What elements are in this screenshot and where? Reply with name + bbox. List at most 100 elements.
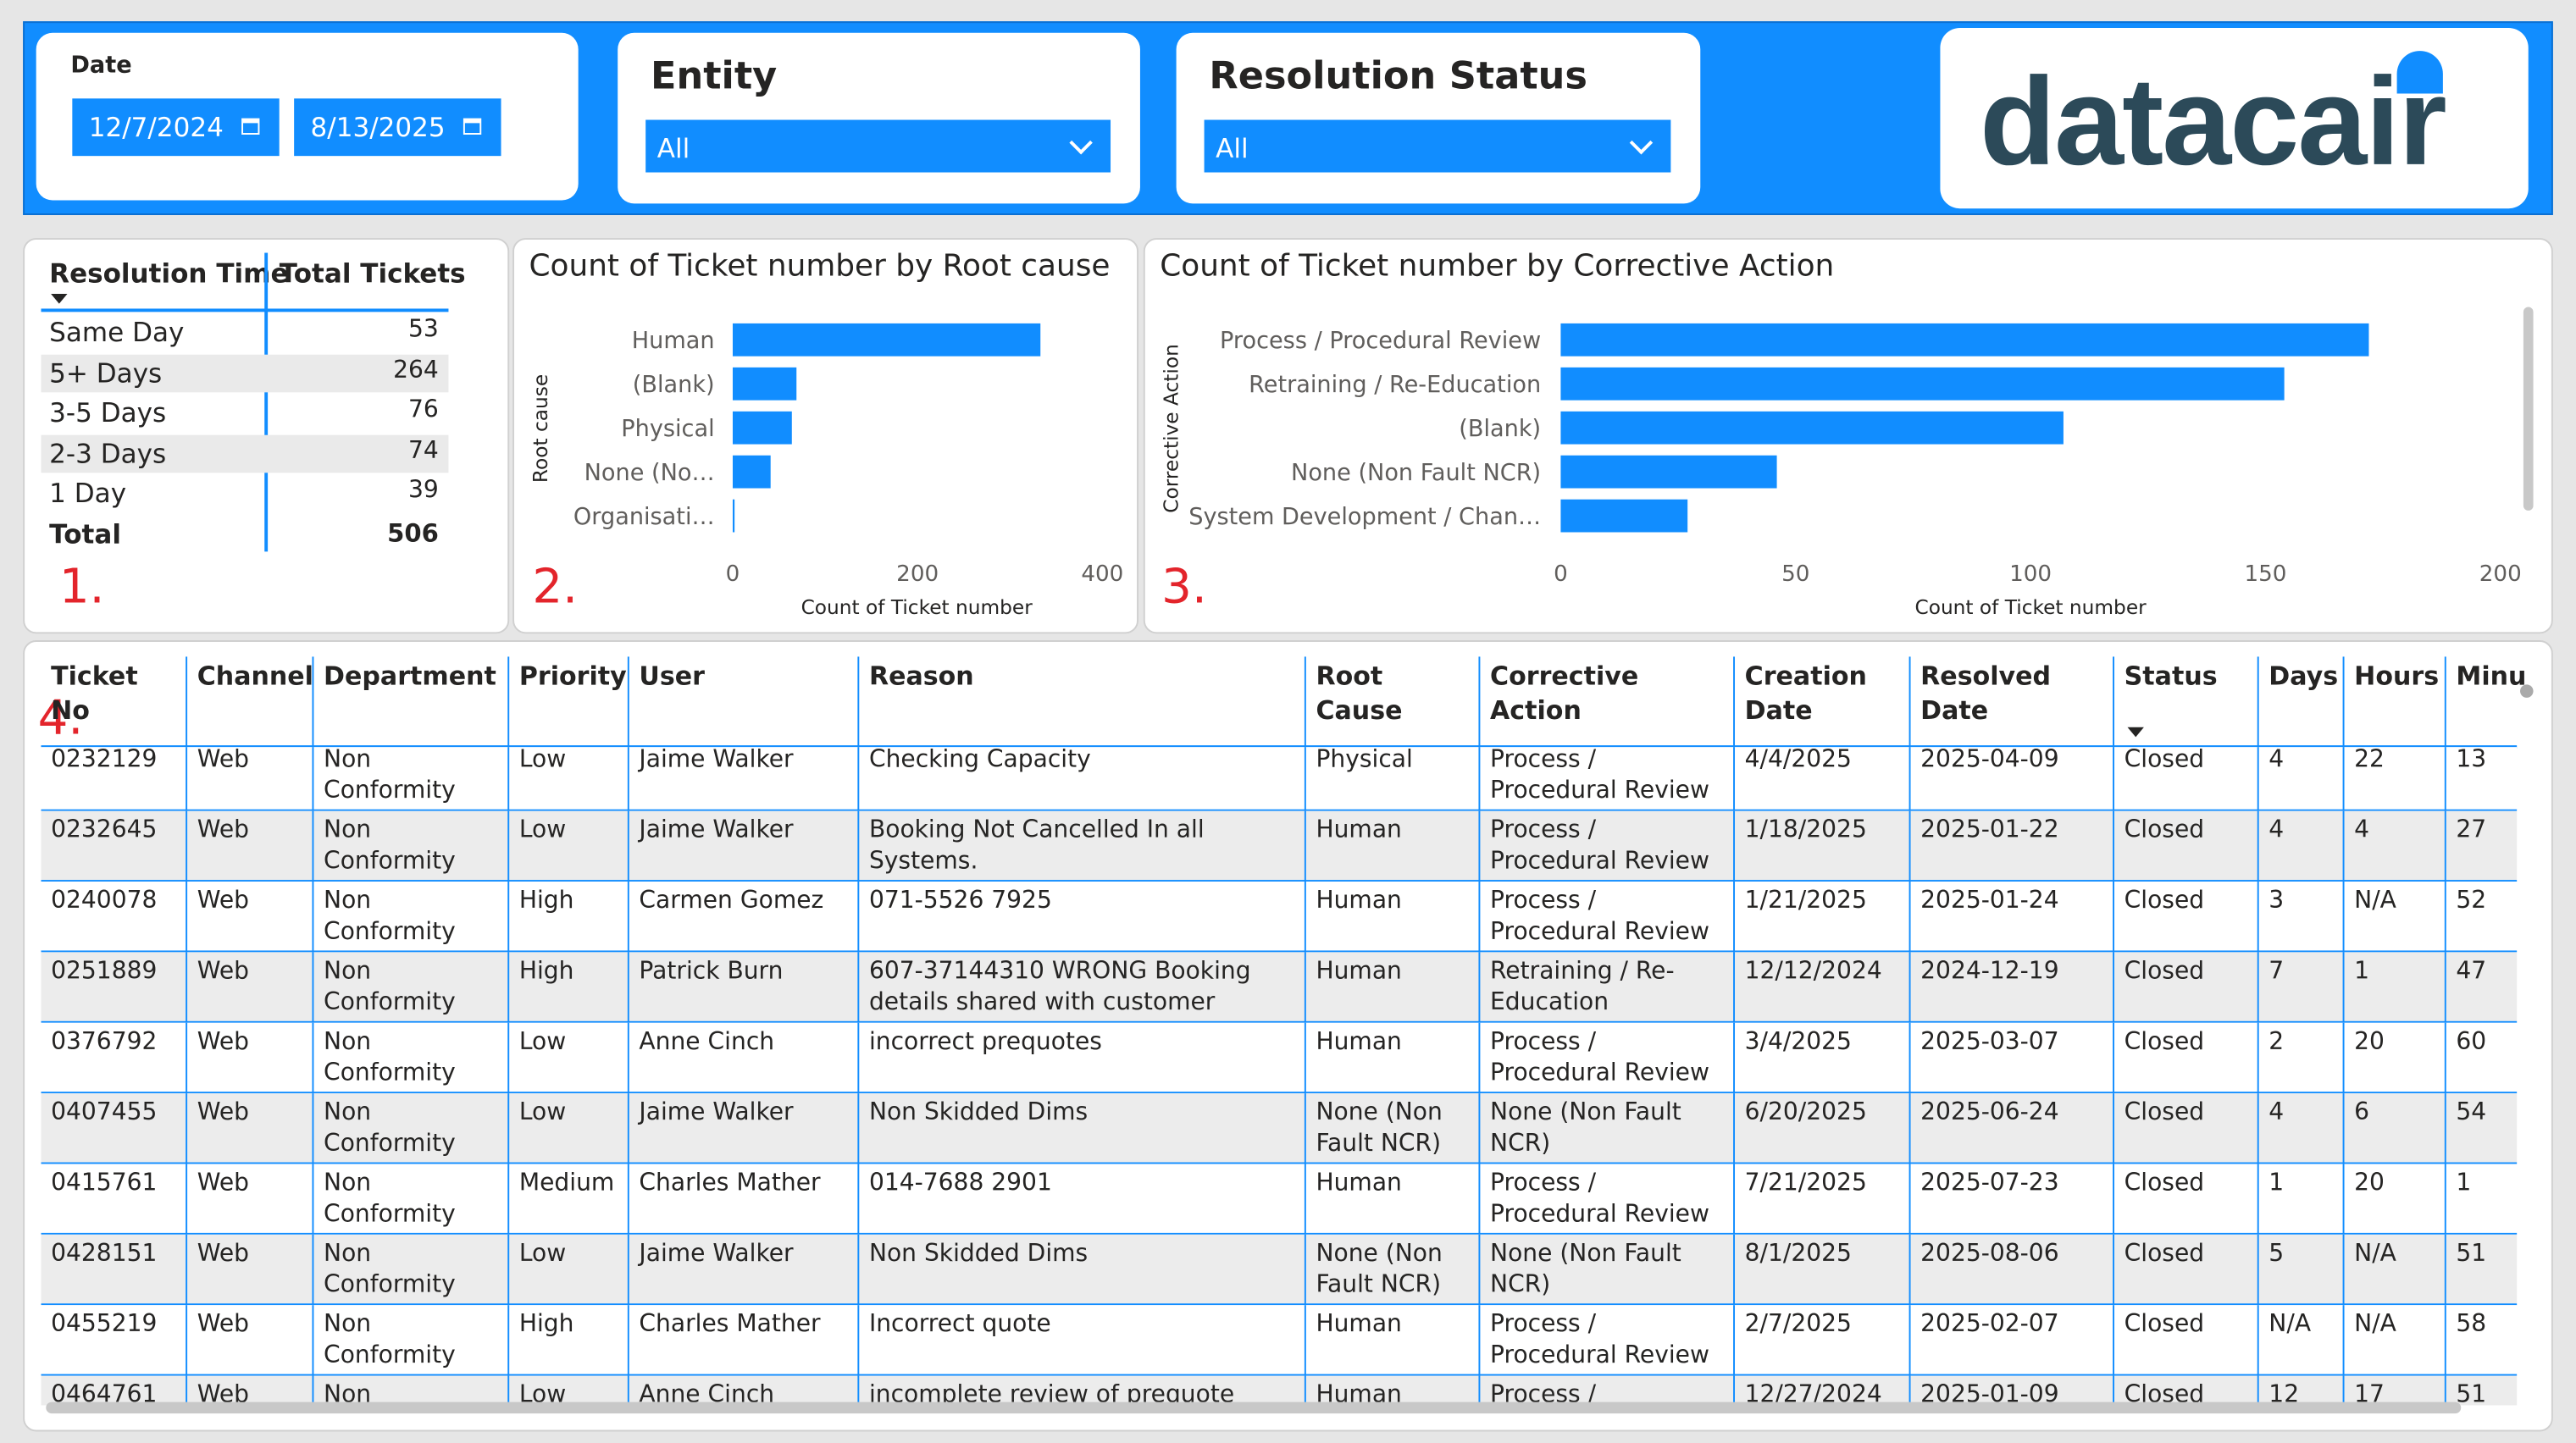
category-label: Process / Procedural Review — [1220, 328, 1541, 354]
table-cell: Low — [509, 1093, 629, 1164]
x-tick-label: 200 — [896, 561, 939, 587]
column-rule — [264, 252, 268, 552]
table-cell: Closed — [2114, 952, 2259, 1023]
table-cell: 2025-01-22 — [1911, 810, 2115, 882]
table-cell: 13 — [2446, 747, 2517, 811]
bar — [1560, 323, 2369, 357]
table-cell: Physical — [1306, 747, 1481, 811]
scrollbar — [2523, 307, 2534, 511]
table-cell: Human — [1306, 952, 1481, 1023]
table-cell: Closed — [2114, 747, 2259, 811]
table-row: 0232645 Web Non Conformity Low Jaime Walker B… — [41, 810, 2518, 882]
table-cell: 071-5526 7925 — [859, 882, 1306, 953]
table-cell: None (Non Fault NCR) — [1480, 1234, 1736, 1306]
table-cell: None (Non Fault NCR) — [1480, 1093, 1736, 1164]
table-row: 0232129 Web Non Conformity Low Jaime Walker C… — [41, 747, 2518, 811]
table-cell: 0428151 — [41, 1234, 188, 1306]
x-tick-label: 100 — [2009, 561, 2052, 587]
category-label: Retraining / Re-Education — [1249, 372, 1541, 398]
table-cell: Low — [509, 810, 629, 882]
table-cell: incorrect prequotes — [859, 1022, 1306, 1094]
table-cell: Closed — [2114, 1164, 2259, 1235]
row-label: 5+ Days — [49, 357, 163, 389]
table-cell: Non Conformity — [313, 952, 510, 1023]
x-tick-label: 150 — [2244, 561, 2286, 587]
table-cell: 6/20/2025 — [1735, 1093, 1911, 1164]
row-value: 74 — [408, 438, 439, 465]
table-cell: Process / Procedural Review — [1480, 747, 1736, 811]
table-cell: Jaime Walker — [629, 810, 860, 882]
column-header: Resolved Date — [1911, 656, 2115, 748]
logo-dot — [2396, 51, 2443, 94]
table-cell: 0415761 — [41, 1164, 188, 1235]
table-cell: High — [509, 1305, 629, 1376]
logo-box: datacair — [1940, 27, 2529, 209]
status-slicer: Resolution Status All — [1176, 32, 1701, 204]
table-cell: N/A — [2345, 1305, 2446, 1376]
column-header: Days — [2259, 656, 2345, 748]
table-cell: Human — [1306, 1305, 1481, 1376]
table-cell: Human — [1306, 1164, 1481, 1235]
table-cell: Process / Procedural Review — [1480, 1305, 1736, 1376]
horizontal-scrollbar — [46, 1402, 2462, 1414]
table-cell: Non Conformity — [313, 1375, 510, 1406]
table-cell: 2025-04-09 — [1911, 747, 2115, 811]
table-cell: 1 — [2345, 952, 2446, 1023]
total-value: 506 — [387, 518, 439, 549]
table-cell: Closed — [2114, 1022, 2259, 1094]
table-cell: Human — [1306, 1375, 1481, 1406]
table-row: 0376792 Web Non Conformity Low Anne Cinch inc… — [41, 1022, 2518, 1094]
table-cell: Web — [187, 1164, 314, 1235]
table-cell: 1/21/2025 — [1735, 882, 1911, 953]
scroll-dot — [2520, 684, 2534, 698]
table-cell: Incorrect quote — [859, 1305, 1306, 1376]
table-cell: 8/1/2025 — [1735, 1234, 1911, 1306]
column-header: Reason — [859, 656, 1306, 748]
row-value: 39 — [408, 478, 439, 505]
table-cell: Web — [187, 882, 314, 953]
table-cell: N/A — [2345, 882, 2446, 953]
category-label: (Blank) — [633, 372, 715, 398]
row-label: 2-3 Days — [49, 438, 167, 470]
table-cell: Anne Cinch — [629, 1022, 860, 1094]
date-end[interactable]: 8/13/2025 — [294, 98, 501, 157]
category-label: System Development / Chan… — [1188, 504, 1541, 530]
annotation: 1. — [58, 558, 105, 615]
bar — [1560, 411, 2064, 445]
table-row: 0455219 Web Non Conformity High Charles Math… — [41, 1305, 2518, 1376]
table-cell: 2025-07-23 — [1911, 1164, 2115, 1235]
category-label: None (No… — [584, 460, 715, 486]
column-header: Minu — [2456, 661, 2527, 692]
column-header: Channel — [187, 656, 314, 748]
column-header: Department — [313, 656, 510, 748]
table-cell: Web — [187, 1375, 314, 1406]
date-start[interactable]: 12/7/2024 — [72, 98, 280, 157]
x-tick-label: 400 — [1081, 561, 1123, 587]
table-cell: 47 — [2446, 952, 2517, 1022]
y-axis-title: Corrective Action — [1161, 344, 1183, 513]
table-cell: 52 — [2446, 882, 2517, 952]
table-cell: 3 — [2259, 882, 2345, 953]
table-cell: Patrick Burn — [629, 952, 860, 1023]
table-cell: 12/12/2024 — [1735, 952, 1911, 1023]
x-tick-label: 0 — [1554, 561, 1568, 587]
table-cell: Non Conformity — [313, 1305, 510, 1376]
bar — [732, 499, 735, 533]
status-dropdown[interactable]: All — [1204, 119, 1671, 173]
table-cell: Closed — [2114, 1375, 2259, 1406]
entity-dropdown[interactable]: All — [645, 119, 1111, 173]
column-header: User — [629, 656, 860, 748]
table-cell: Jaime Walker — [629, 747, 860, 811]
table-cell: 3/4/2025 — [1735, 1022, 1911, 1094]
x-tick-label: 50 — [1781, 561, 1809, 587]
table-cell: Web — [187, 1234, 314, 1306]
annotation: 2. — [532, 558, 579, 615]
header-rule — [41, 308, 449, 312]
bar — [732, 323, 1041, 357]
column-header: Creation Date — [1735, 656, 1911, 748]
table-cell: N/A — [2345, 1234, 2446, 1306]
table-cell: Process / Procedural Review — [1480, 1022, 1736, 1094]
bar — [1560, 455, 1777, 489]
table-cell: 27 — [2446, 811, 2517, 882]
